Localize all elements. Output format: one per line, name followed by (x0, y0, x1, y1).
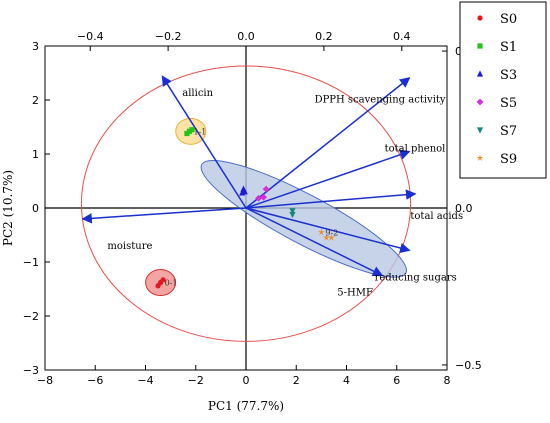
point-label-S0: 0-1 (165, 279, 178, 288)
score-points-layer: 0-1 1-1 9-2 (155, 127, 338, 289)
legend-marker-S7 (476, 127, 484, 134)
legend: S0 S1 S3 S5 S7 S9 (459, 1, 547, 179)
loading-label-1: DPPH scavenging activity (315, 95, 446, 106)
point-S9-2 (327, 233, 336, 241)
loading-arrow-5 (245, 207, 384, 277)
loading-label-3: total acids (410, 211, 463, 222)
loading-arrow-4 (245, 207, 411, 254)
loading-arrow-3 (245, 189, 417, 209)
loading-label-6: moisture (107, 241, 152, 252)
loading-arrow-6 (81, 207, 247, 224)
y-tick-label: 1 (32, 148, 39, 161)
point-S5-2 (255, 194, 262, 202)
y-tick-label: −2 (23, 310, 39, 323)
y-tick-label: 0 (32, 202, 39, 215)
legend-label-S1: S1 (500, 40, 517, 55)
right-tick-label: 0.0 (455, 202, 473, 215)
ellipse-layer (80, 65, 412, 342)
top-tick-label: −0.2 (155, 30, 182, 43)
loading-label-5: 5-HMF (337, 287, 373, 298)
loading-arrow-0 (161, 75, 247, 209)
x-tick-label: −4 (137, 374, 153, 387)
point-S9-1 (322, 233, 331, 241)
x-tick-label: 0 (243, 374, 250, 387)
point-label-S1: 1-1 (193, 127, 206, 136)
point-S7-1 (289, 211, 296, 219)
legend-label-S3: S3 (500, 68, 517, 83)
x-tick-label: 8 (444, 374, 451, 387)
loading-arrow-1 (245, 77, 411, 209)
loading-label-2: total phenol (385, 144, 446, 155)
group-ellipse-S3-S9 (200, 159, 407, 278)
x-tick-label: −6 (87, 374, 103, 387)
legend-label-S5: S5 (500, 96, 517, 111)
legend-marker-S3 (476, 70, 484, 77)
legend-marker-S0 (477, 15, 483, 21)
right-tick-label: −0.5 (455, 359, 482, 372)
point-label-S9: 9-2 (325, 228, 338, 237)
point-S5-1 (260, 193, 267, 201)
y-axis-title: PC2 (10.7%) (1, 170, 15, 246)
point-S0-1 (160, 277, 166, 283)
legend-marker-S1 (477, 43, 483, 49)
x-tick-label: 2 (293, 374, 300, 387)
point-S1-2 (184, 130, 190, 137)
tick-labels-layer: −8 −6 −4 −2 0 2 4 6 8 −3 −2 −1 0 1 2 3 −0.4 −0.2 0.0 0.2 0.4… (23, 30, 482, 387)
legend-label-S9: S9 (500, 152, 517, 167)
legend-label-S0: S0 (500, 12, 517, 27)
loading-label-0: allicin (182, 88, 213, 99)
loading-arrows-layer: allicin DPPH scavenging activity total phe… (81, 75, 463, 298)
top-tick-label: 0.4 (393, 30, 411, 43)
point-S0-2 (155, 283, 161, 289)
top-tick-label: 0.0 (237, 30, 255, 43)
loading-arrow-2 (245, 149, 411, 209)
point-S3-2 (239, 189, 246, 196)
point-S7-0 (289, 208, 296, 215)
x-tick-label: 4 (343, 374, 350, 387)
legend-marker-S9 (476, 154, 484, 162)
x-tick-label: 6 (393, 374, 400, 387)
loading-label-4: reducing sugars (375, 272, 457, 283)
y-tick-label: 2 (32, 94, 39, 107)
point-S5-0 (262, 185, 270, 193)
top-tick-label: −0.4 (77, 30, 104, 43)
y-tick-label: −3 (23, 364, 39, 377)
point-S1-1 (189, 127, 195, 133)
confidence-ellipse (80, 65, 412, 342)
legend-box (459, 1, 547, 179)
legend-label-S7: S7 (500, 124, 517, 139)
x-axis-title: PC1 (77.7%) (208, 399, 284, 413)
y-tick-label: −1 (23, 256, 39, 269)
y-tick-label: 3 (32, 40, 39, 53)
x-tick-label: −8 (37, 374, 53, 387)
point-S9-0 (317, 228, 325, 236)
x-tick-label: −2 (188, 374, 204, 387)
top-tick-label: 0.2 (315, 30, 333, 43)
legend-marker-S5 (476, 98, 484, 106)
